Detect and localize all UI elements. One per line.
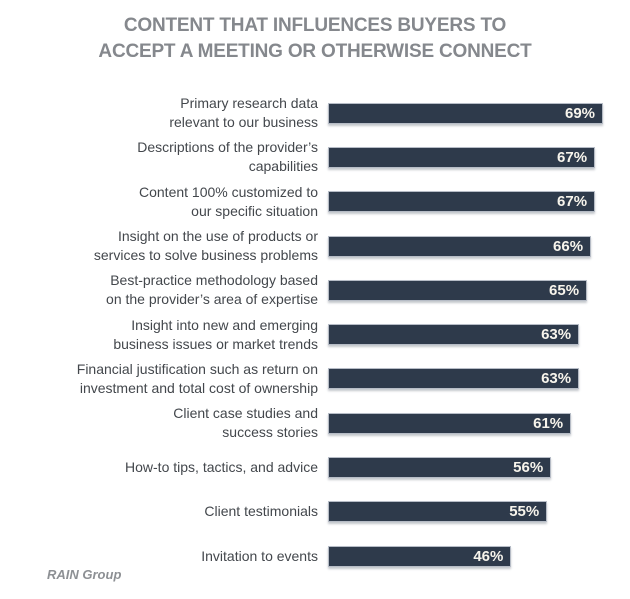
- bar: 69%: [328, 102, 604, 124]
- value-label: 66%: [553, 237, 584, 255]
- bar-track: 46%: [328, 545, 611, 567]
- chart-row: Client testimonials 55%: [0, 490, 630, 534]
- chart-row: Financial justification such as return o…: [0, 357, 630, 401]
- bar: 46%: [328, 545, 512, 567]
- chart-row: Client case studies and success stories 6…: [0, 401, 630, 445]
- category-label: Descriptions of the provider’s capabilit…: [137, 139, 318, 175]
- chart-row: How-to tips, tactics, and advice 56%: [0, 445, 630, 489]
- bar-track: 67%: [328, 191, 611, 213]
- bar-chart: Primary research data relevant to our bu…: [0, 91, 630, 578]
- bar-track: 61%: [328, 412, 611, 434]
- chart-row: Invitation to events 46%: [0, 534, 630, 578]
- source-credit: RAIN Group: [47, 567, 122, 582]
- bar: 67%: [328, 191, 596, 213]
- value-label: 46%: [473, 547, 504, 565]
- category-label: Primary research data relevant to our bu…: [169, 95, 318, 131]
- chart-title: CONTENT THAT INFLUENCES BUYERS TO ACCEPT…: [98, 15, 532, 62]
- bar: 65%: [328, 279, 588, 301]
- chart-row: Descriptions of the provider’s capabilit…: [0, 135, 630, 179]
- bar: 67%: [328, 146, 596, 168]
- bar: 63%: [328, 368, 580, 390]
- value-label: 69%: [564, 104, 596, 122]
- bar-track: 67%: [328, 146, 611, 168]
- bar-track: 69%: [328, 102, 611, 124]
- bar-track: 55%: [328, 501, 611, 523]
- category-label: Client testimonials: [204, 503, 318, 520]
- bar: 56%: [328, 457, 552, 479]
- category-label: Invitation to events: [201, 547, 318, 564]
- chart-row: Primary research data relevant to our bu…: [0, 91, 630, 135]
- value-label: 55%: [509, 503, 540, 521]
- category-label: Content 100% customized to our specific …: [139, 183, 318, 219]
- bar-track: 63%: [328, 368, 611, 390]
- value-label: 65%: [549, 281, 580, 299]
- bar: 66%: [328, 235, 592, 257]
- bar-track: 56%: [328, 457, 611, 479]
- category-label: Best-practice methodology based on the p…: [106, 272, 318, 308]
- bar: 61%: [328, 412, 572, 434]
- bar-track: 66%: [328, 235, 611, 257]
- value-label: 56%: [513, 459, 544, 477]
- category-label: Insight on the use of products or servic…: [93, 228, 318, 264]
- category-label: How-to tips, tactics, and advice: [125, 459, 318, 476]
- bar-track: 65%: [328, 279, 611, 301]
- chart-row: Content 100% customized to our specific …: [0, 180, 630, 224]
- chart-row: Insight into new and emerging business i…: [0, 312, 630, 356]
- value-label: 61%: [533, 414, 564, 432]
- category-label: Insight into new and emerging business i…: [113, 316, 318, 352]
- bar: 63%: [328, 324, 580, 346]
- chart-row: Best-practice methodology based on the p…: [0, 268, 630, 312]
- category-label: Financial justification such as return o…: [76, 360, 318, 396]
- chart-row: Insight on the use of products or servic…: [0, 224, 630, 268]
- category-label: Client case studies and success stories: [173, 405, 318, 441]
- bar: 55%: [328, 501, 548, 523]
- value-label: 63%: [541, 326, 572, 344]
- value-label: 67%: [557, 148, 588, 166]
- value-label: 67%: [557, 193, 588, 211]
- value-label: 63%: [541, 370, 572, 388]
- bar-track: 63%: [328, 324, 611, 346]
